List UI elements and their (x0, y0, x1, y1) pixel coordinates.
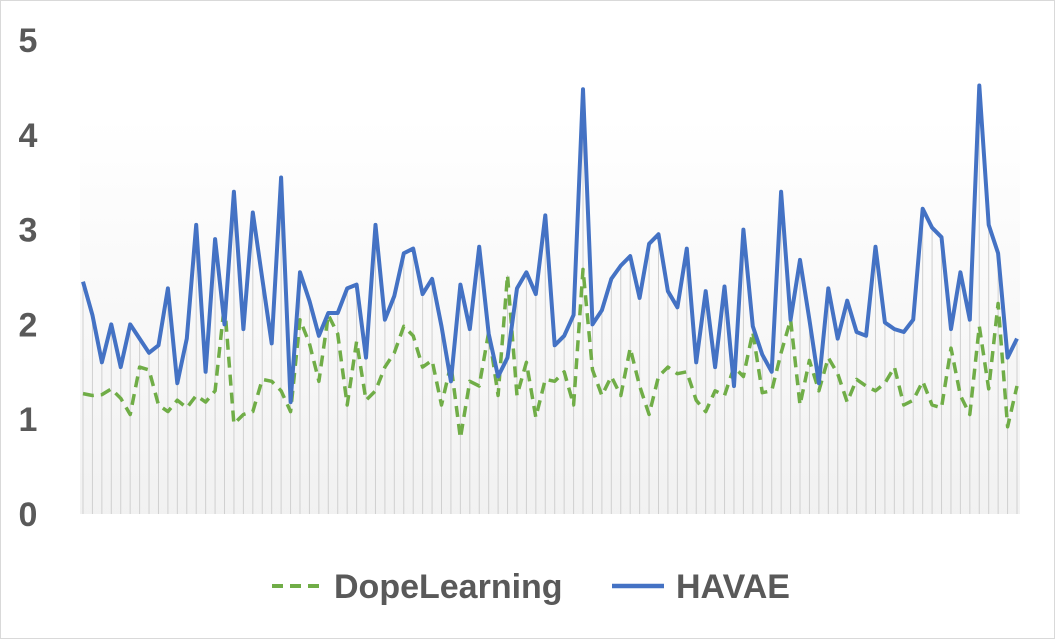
y-tick-label: 2 (19, 306, 38, 344)
y-tick-label: 3 (19, 212, 38, 250)
series-line (82, 267, 1019, 440)
y-tick-label: 5 (19, 22, 38, 60)
y-tick-label: 1 (19, 401, 38, 439)
series-line (81, 83, 1019, 405)
legend: DopeLearning HAVAE (272, 568, 790, 606)
legend-label: HAVAE (676, 568, 790, 606)
drop-lines (82, 85, 1018, 514)
series-havae (81, 83, 1019, 405)
legend-item-dopelearning: DopeLearning (272, 568, 563, 606)
y-axis: 0 1 2 3 4 5 (19, 22, 38, 534)
legend-label: DopeLearning (334, 568, 563, 606)
series-layer (81, 83, 1019, 440)
plot-area-background (80, 118, 1020, 514)
legend-item-havae: HAVAE (612, 568, 790, 606)
y-tick-label: 4 (19, 117, 38, 155)
y-tick-label: 0 (19, 496, 38, 534)
